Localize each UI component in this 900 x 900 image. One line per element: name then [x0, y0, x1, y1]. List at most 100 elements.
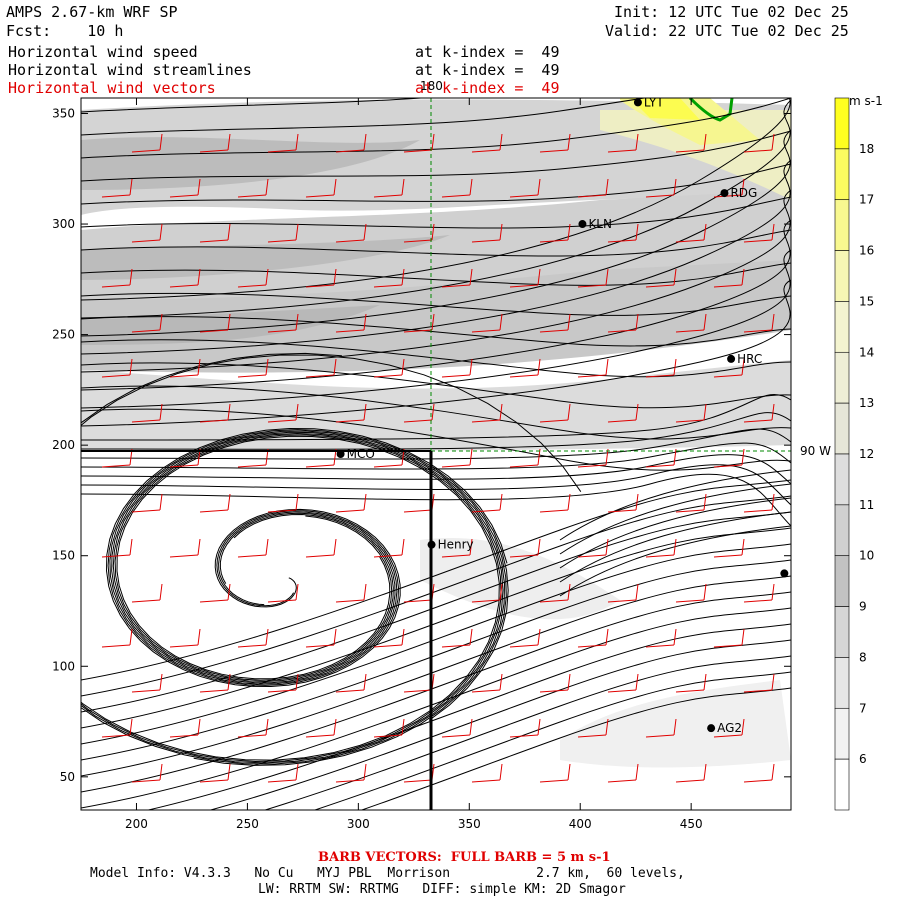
barb-flag	[605, 268, 609, 286]
barb-flag	[741, 628, 745, 646]
colorbar-swatch	[834, 250, 850, 302]
streamline	[81, 428, 791, 460]
streamline	[81, 543, 791, 745]
barb-flag	[605, 718, 609, 736]
colorbar-swatch	[834, 97, 850, 150]
barb-shaft	[509, 644, 539, 648]
barb-shaft	[403, 419, 433, 423]
streamline	[81, 98, 428, 113]
streamline	[107, 429, 509, 721]
barb-shaft	[267, 509, 297, 513]
streamline	[81, 159, 791, 355]
x-tick-label: 300	[347, 817, 370, 831]
barb-flag	[537, 448, 541, 466]
streamline	[81, 591, 791, 793]
barb-flag	[469, 538, 473, 556]
barb-flag	[227, 493, 231, 511]
barb-shaft	[645, 554, 675, 558]
barb-flag	[265, 178, 269, 196]
barb-flag	[499, 763, 503, 781]
barb-shaft	[471, 149, 501, 153]
streamline	[81, 130, 791, 182]
barb-shaft	[305, 734, 335, 738]
barb-shaft	[713, 374, 743, 378]
lat-90w-label: 90 W	[800, 444, 831, 458]
barb-flag	[227, 583, 231, 601]
barb-shaft	[305, 194, 335, 198]
barb-shaft	[199, 779, 229, 783]
streamline	[208, 639, 791, 810]
barb-flag	[333, 718, 337, 736]
barb-shaft	[509, 374, 539, 378]
barb-flag	[363, 133, 367, 151]
station-label: KLN	[588, 217, 612, 231]
wind-barbs	[101, 133, 775, 783]
barb-flag	[703, 313, 707, 331]
station-label: MCO	[347, 447, 375, 461]
barb-shaft	[373, 374, 403, 378]
barb-flag	[635, 403, 639, 421]
streamline	[81, 575, 791, 777]
x-tick-label: 250	[236, 817, 259, 831]
barb-shaft	[403, 239, 433, 243]
station-marker	[633, 98, 642, 107]
barb-flag	[401, 628, 405, 646]
station-label: HRC	[737, 352, 762, 366]
colorbar-swatch	[834, 402, 850, 455]
barb-shaft	[403, 149, 433, 153]
barb-flag	[295, 313, 299, 331]
streamline	[81, 352, 502, 763]
x-tick-label: 450	[680, 817, 703, 831]
barb-flag	[567, 583, 571, 601]
barb-flag	[771, 673, 775, 691]
barb-flag	[673, 448, 677, 466]
barb-flag	[469, 268, 473, 286]
barb-flag	[567, 763, 571, 781]
barb-flag	[401, 718, 405, 736]
barb-flag	[363, 313, 367, 331]
barb-flag	[159, 133, 163, 151]
barb-shaft	[743, 599, 773, 603]
barb-shaft	[441, 734, 471, 738]
barb-shaft	[743, 689, 773, 693]
field-name-speed: Horizontal wind speed	[8, 43, 198, 61]
streamline	[81, 464, 791, 506]
barb-flag	[363, 403, 367, 421]
colorbar-swatch	[834, 707, 850, 760]
barb-shaft	[713, 734, 743, 738]
streamline	[81, 527, 791, 729]
model-title: AMPS 2.67-km WRF SP	[6, 3, 178, 21]
barb-shaft	[267, 239, 297, 243]
barb-shaft	[131, 419, 161, 423]
barb-shaft	[101, 734, 131, 738]
barb-shaft	[267, 329, 297, 333]
forecast-hour: Fcst: 10 h	[6, 22, 124, 40]
streamline	[559, 483, 791, 555]
barb-shaft	[131, 689, 161, 693]
barb-flag	[469, 628, 473, 646]
barb-shaft	[169, 734, 199, 738]
barb-shaft	[169, 374, 199, 378]
colorbar-swatch	[834, 555, 850, 607]
streamline	[81, 473, 791, 527]
streamline	[81, 339, 791, 378]
streamline	[81, 431, 506, 765]
barb-flag	[159, 403, 163, 421]
barb-flag	[635, 133, 639, 151]
barb-flag	[605, 448, 609, 466]
barb-flag	[227, 403, 231, 421]
barb-shaft	[237, 464, 267, 468]
barb-flag	[159, 583, 163, 601]
streamline	[81, 316, 791, 347]
barb-shaft	[607, 509, 637, 513]
barb-flag	[499, 493, 503, 511]
station-marker	[727, 354, 736, 363]
barb-shaft	[199, 329, 229, 333]
barb-flag	[537, 718, 541, 736]
barb-shaft	[509, 194, 539, 198]
streamline	[81, 607, 791, 809]
station-label: LYT	[644, 95, 664, 109]
streamline	[81, 479, 791, 681]
barb-flag	[673, 718, 677, 736]
barb-shaft	[743, 239, 773, 243]
